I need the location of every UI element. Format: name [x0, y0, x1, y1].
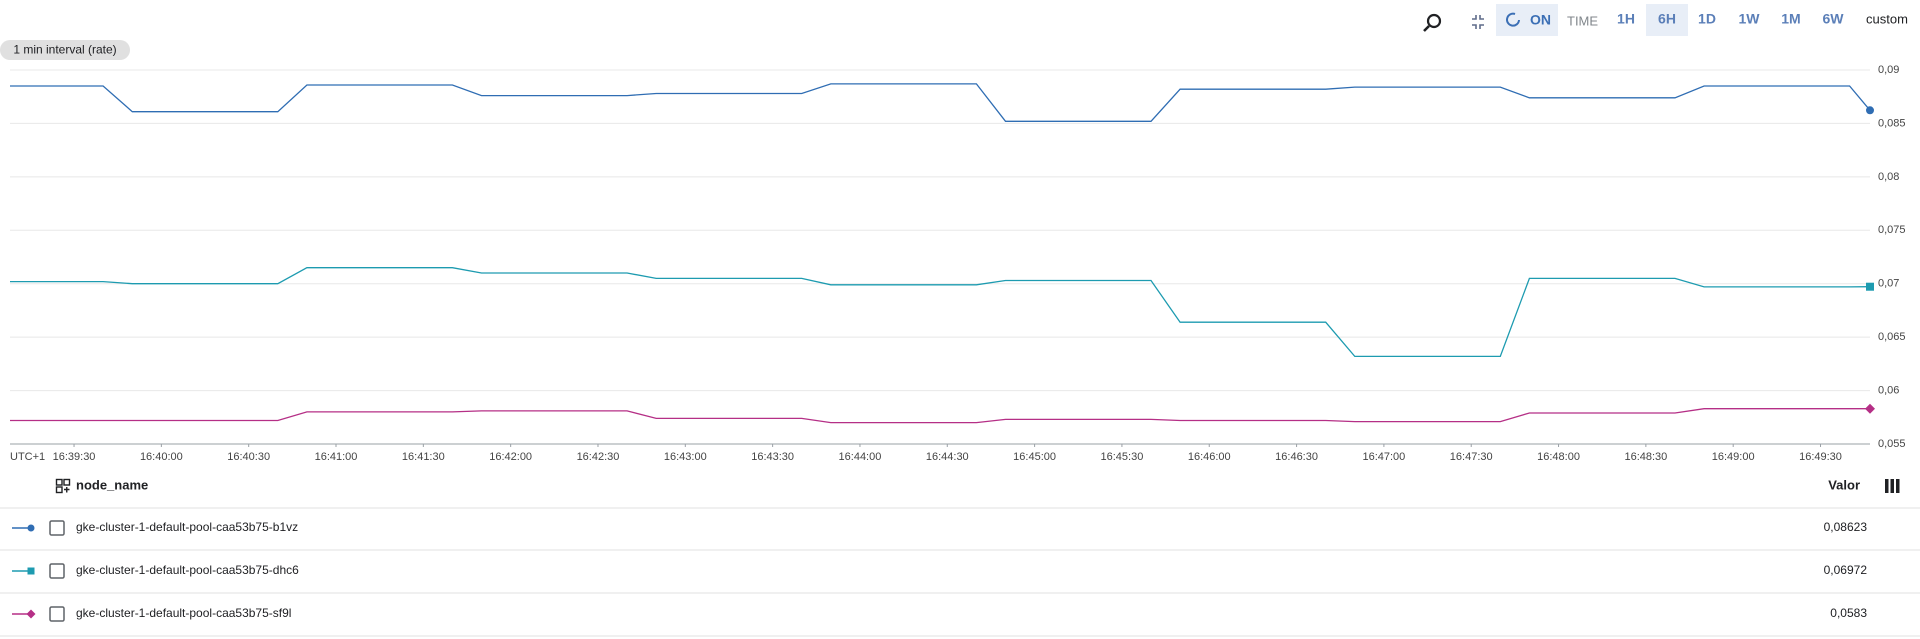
y-tick-label: 0,055: [1878, 438, 1906, 450]
legend-marker: [26, 609, 36, 619]
x-tick-label: 16:45:30: [1101, 451, 1144, 463]
range-button[interactable]: 1D: [1698, 11, 1716, 27]
x-tick-label: 16:48:00: [1537, 451, 1580, 463]
y-tick-label: 0,075: [1878, 224, 1906, 236]
x-tick-label: 16:43:30: [751, 451, 794, 463]
name-header: node_name: [76, 477, 148, 492]
x-tick-label: 16:47:30: [1450, 451, 1493, 463]
interval-chip-label: 1 min interval (rate): [13, 43, 116, 57]
row-checkbox[interactable]: [49, 606, 65, 622]
value-header: Valor: [1828, 477, 1860, 492]
x-tick-label: 16:44:00: [839, 451, 882, 463]
x-tick-label: 16:41:30: [402, 451, 445, 463]
row-checkbox[interactable]: [49, 563, 65, 579]
x-tick-label: 16:47:00: [1362, 451, 1405, 463]
x-tick-label: 16:49:00: [1712, 451, 1755, 463]
y-tick-label: 0,09: [1878, 64, 1899, 76]
time-label: TIME: [1567, 13, 1598, 28]
series-value: 0,08623: [1824, 520, 1868, 534]
series-value: 0,0583: [1830, 606, 1867, 620]
refresh-icon: [1506, 12, 1520, 27]
series-line: [10, 267, 1871, 358]
group-icon[interactable]: [55, 478, 71, 494]
x-tick-label: 16:48:30: [1624, 451, 1667, 463]
y-tick-label: 0,085: [1878, 117, 1906, 129]
series-name: gke-cluster-1-default-pool-caa53b75-dhc6: [76, 563, 299, 577]
series-line: [10, 408, 1870, 424]
x-tick-label: 16:46:00: [1188, 451, 1231, 463]
x-tick-label: 16:42:00: [489, 451, 532, 463]
zoom-icon[interactable]: [1423, 13, 1442, 32]
series-name: gke-cluster-1-default-pool-caa53b75-b1vz: [76, 520, 298, 534]
timezone-label: UTC+1: [10, 451, 45, 463]
x-tick-label: 16:49:30: [1799, 451, 1842, 463]
range-button[interactable]: 1M: [1781, 11, 1800, 27]
y-tick-label: 0,08: [1878, 171, 1899, 183]
y-tick-label: 0,07: [1878, 278, 1899, 290]
legend-marker: [27, 524, 35, 532]
x-tick-label: 16:41:00: [315, 451, 358, 463]
end-marker: [1866, 282, 1874, 291]
collapse-icon[interactable]: [1472, 15, 1484, 29]
row-checkbox[interactable]: [49, 520, 65, 536]
end-marker: [1865, 403, 1875, 414]
end-marker: [1866, 106, 1874, 115]
legend-marker: [27, 567, 35, 575]
x-tick-label: 16:42:30: [577, 451, 620, 463]
toggle-label: ON: [1530, 12, 1551, 28]
range-selected-bg: [1646, 4, 1688, 36]
series-name: gke-cluster-1-default-pool-caa53b75-sf9l: [76, 606, 291, 620]
x-tick-label: 16:40:30: [227, 451, 270, 463]
interval-chip: [0, 40, 130, 60]
range-button[interactable]: 6W: [1823, 11, 1845, 27]
x-tick-label: 16:44:30: [926, 451, 969, 463]
x-tick-label: 16:40:00: [140, 451, 183, 463]
series-value: 0,06972: [1824, 563, 1868, 577]
y-tick-label: 0,065: [1878, 331, 1906, 343]
columns-icon[interactable]: [1885, 479, 1900, 493]
x-tick-label: 16:43:00: [664, 451, 707, 463]
y-tick-label: 0,06: [1878, 384, 1899, 396]
x-tick-label: 16:46:30: [1275, 451, 1318, 463]
range-button[interactable]: custom: [1866, 11, 1908, 26]
range-button[interactable]: 1W: [1739, 11, 1761, 27]
x-tick-label: 16:45:00: [1013, 451, 1056, 463]
x-tick-label: 16:39:30: [53, 451, 96, 463]
series-line: [10, 83, 1871, 122]
range-button[interactable]: 6H: [1658, 11, 1676, 27]
range-button[interactable]: 1H: [1617, 11, 1635, 27]
